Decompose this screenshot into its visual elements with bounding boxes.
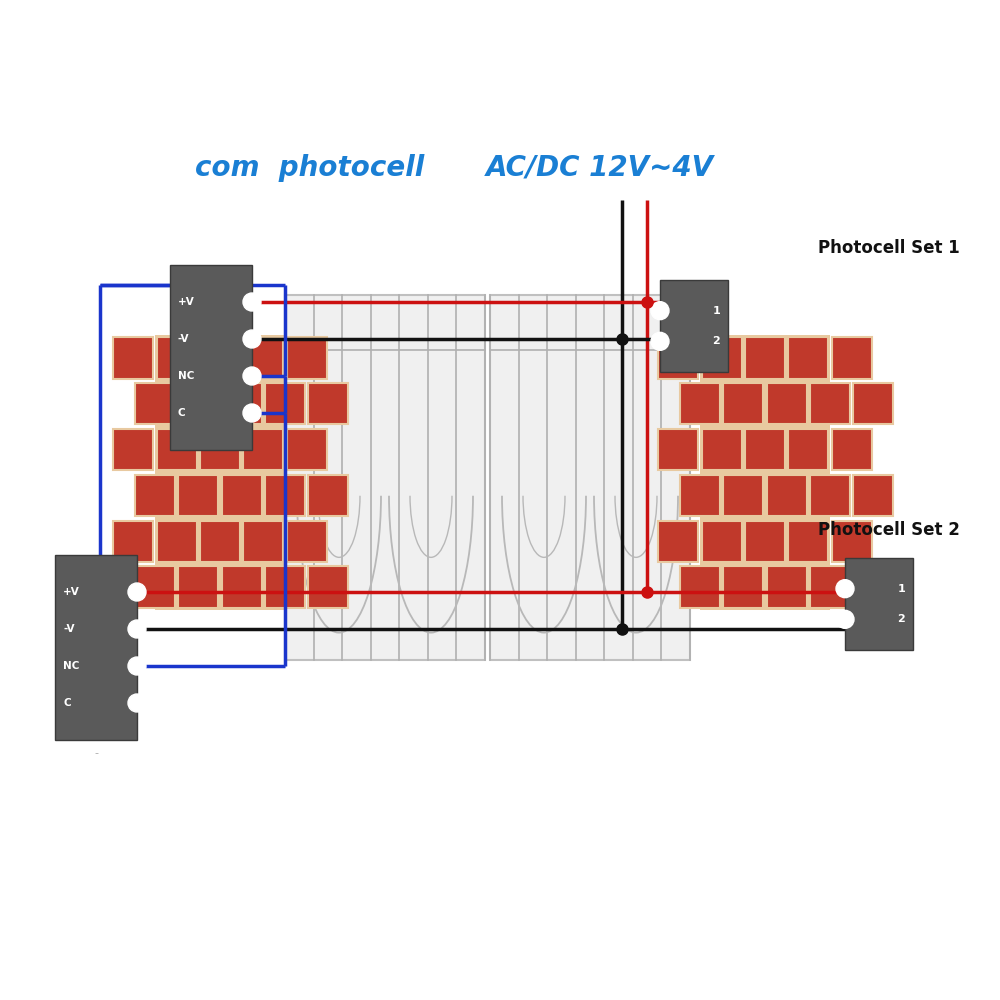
- Circle shape: [128, 583, 146, 601]
- Circle shape: [836, 610, 854, 628]
- Text: +V: +V: [178, 297, 195, 307]
- Bar: [222, 475, 262, 516]
- Bar: [723, 566, 763, 608]
- Circle shape: [128, 620, 146, 638]
- Bar: [113, 337, 153, 379]
- Bar: [178, 383, 218, 424]
- Bar: [243, 429, 283, 470]
- Bar: [55, 555, 137, 740]
- Bar: [723, 383, 763, 424]
- Bar: [745, 429, 785, 470]
- Bar: [788, 521, 828, 562]
- Text: 1: 1: [712, 306, 720, 316]
- Circle shape: [243, 367, 261, 385]
- Bar: [700, 335, 830, 610]
- Bar: [702, 337, 742, 379]
- Bar: [845, 558, 913, 650]
- Bar: [702, 521, 742, 562]
- Bar: [157, 429, 197, 470]
- Bar: [810, 475, 850, 516]
- Bar: [767, 566, 807, 608]
- Bar: [308, 566, 348, 608]
- Text: C: C: [63, 698, 71, 708]
- Text: NC: NC: [178, 371, 194, 381]
- Text: 2: 2: [897, 614, 905, 624]
- Bar: [810, 383, 850, 424]
- Bar: [135, 383, 175, 424]
- Bar: [287, 337, 327, 379]
- Bar: [135, 475, 175, 516]
- Bar: [157, 521, 197, 562]
- Bar: [832, 429, 872, 470]
- Bar: [767, 383, 807, 424]
- Bar: [832, 521, 872, 562]
- Bar: [178, 475, 218, 516]
- Bar: [308, 475, 348, 516]
- Bar: [178, 566, 218, 608]
- Circle shape: [651, 332, 669, 350]
- Text: AC/DC 12V~4V: AC/DC 12V~4V: [486, 154, 714, 182]
- Bar: [680, 566, 720, 608]
- Bar: [243, 337, 283, 379]
- Bar: [853, 383, 893, 424]
- Bar: [113, 521, 153, 562]
- Bar: [287, 521, 327, 562]
- Bar: [788, 429, 828, 470]
- Bar: [832, 337, 872, 379]
- Bar: [853, 566, 893, 608]
- Bar: [658, 521, 698, 562]
- Text: -: -: [94, 748, 98, 758]
- Bar: [767, 475, 807, 516]
- Bar: [170, 265, 252, 450]
- Text: Photocell Set 1: Photocell Set 1: [818, 239, 960, 257]
- Bar: [702, 429, 742, 470]
- Bar: [135, 566, 175, 608]
- Bar: [745, 521, 785, 562]
- Text: +V: +V: [63, 587, 80, 597]
- Bar: [853, 475, 893, 516]
- Bar: [658, 337, 698, 379]
- Circle shape: [243, 330, 261, 348]
- Bar: [285, 295, 485, 660]
- Text: com  photocell: com photocell: [195, 154, 425, 182]
- Circle shape: [651, 302, 669, 320]
- Text: Photocell Set 2: Photocell Set 2: [818, 521, 960, 539]
- Text: 1: 1: [897, 584, 905, 594]
- Bar: [200, 337, 240, 379]
- Circle shape: [128, 694, 146, 712]
- Bar: [308, 383, 348, 424]
- Bar: [658, 429, 698, 470]
- Circle shape: [128, 657, 146, 675]
- Bar: [155, 335, 285, 610]
- Bar: [200, 521, 240, 562]
- Bar: [745, 337, 785, 379]
- Bar: [265, 383, 305, 424]
- Bar: [810, 566, 850, 608]
- Bar: [222, 383, 262, 424]
- Bar: [660, 280, 728, 372]
- Bar: [157, 337, 197, 379]
- Text: 2: 2: [712, 336, 720, 346]
- Bar: [265, 475, 305, 516]
- Bar: [200, 429, 240, 470]
- Bar: [723, 475, 763, 516]
- Bar: [287, 429, 327, 470]
- Bar: [113, 429, 153, 470]
- Circle shape: [243, 404, 261, 422]
- Text: -V: -V: [178, 334, 190, 344]
- Bar: [222, 566, 262, 608]
- Circle shape: [836, 580, 854, 598]
- Bar: [788, 337, 828, 379]
- Text: C: C: [178, 408, 186, 418]
- Bar: [680, 475, 720, 516]
- Text: -V: -V: [63, 624, 74, 634]
- Circle shape: [243, 293, 261, 311]
- Bar: [680, 383, 720, 424]
- Bar: [243, 521, 283, 562]
- Bar: [265, 566, 305, 608]
- Text: NC: NC: [63, 661, 79, 671]
- Bar: [490, 295, 690, 660]
